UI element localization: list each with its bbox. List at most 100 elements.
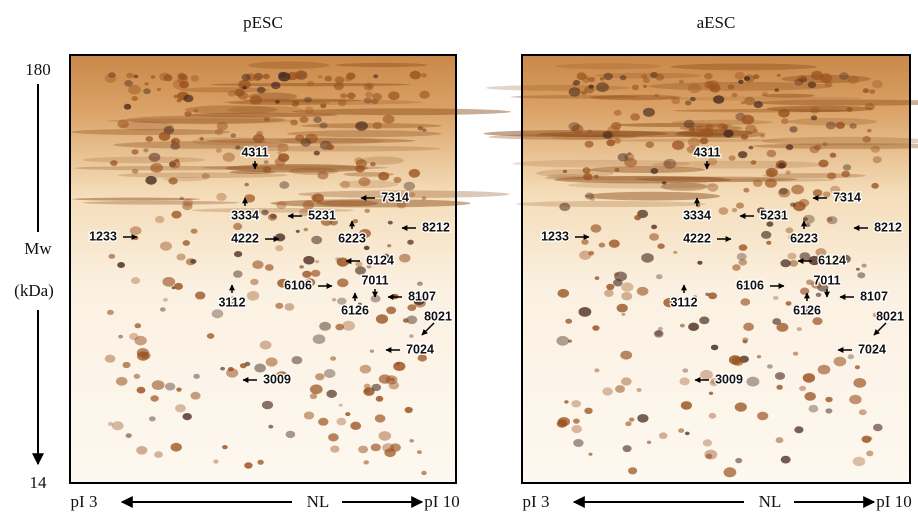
gel-spot — [419, 90, 430, 99]
gel-spot — [324, 75, 333, 82]
gel-spot — [275, 302, 284, 309]
gel-spot — [133, 373, 141, 379]
gel-spot — [378, 171, 390, 181]
gel-band — [227, 106, 305, 114]
gel-spot — [190, 391, 201, 400]
gel-spot — [765, 167, 778, 178]
gel-spot — [270, 213, 277, 219]
gel-spot — [399, 253, 411, 263]
gel-spot — [743, 322, 754, 331]
gel-spot — [723, 129, 734, 138]
gel-spot — [277, 278, 289, 288]
gel-spot — [708, 412, 717, 419]
gel-spot — [409, 334, 414, 338]
gel-spot — [581, 239, 589, 245]
gel-spot — [291, 356, 303, 365]
gel-spot — [171, 210, 182, 219]
spot-label: 1233 — [89, 229, 117, 243]
gel-spot — [170, 442, 182, 452]
gel-spot — [285, 430, 296, 439]
spot-label: 6223 — [338, 231, 366, 245]
gel-spot — [615, 385, 625, 393]
gel-spot — [778, 108, 790, 118]
gel-spot — [193, 108, 199, 113]
gel-spot — [409, 192, 416, 198]
gel-spot — [757, 411, 769, 421]
gel-spot — [796, 327, 802, 332]
gel-spot — [802, 217, 808, 222]
gel-band — [113, 141, 289, 149]
gel-band — [270, 199, 471, 208]
gel-band — [210, 83, 411, 87]
gel-spot — [584, 192, 595, 200]
gel-spot — [249, 95, 262, 105]
gel-spot — [657, 326, 663, 331]
spot-label: 8107 — [408, 289, 436, 303]
gel-spot — [363, 460, 370, 465]
gel-spot — [396, 201, 407, 209]
gel-spot — [742, 337, 749, 343]
spot-label: 3009 — [715, 372, 743, 386]
gel-spot — [740, 133, 749, 140]
gel-spot — [641, 74, 648, 79]
gel-spot — [562, 169, 568, 174]
gel-spot — [241, 73, 251, 81]
gel-spot — [108, 72, 116, 78]
gel-spot — [346, 92, 356, 100]
gel-spot — [753, 74, 760, 80]
gel-band — [606, 138, 787, 142]
gel-spot — [131, 168, 139, 174]
gel-spot — [333, 82, 344, 91]
gel-spot — [363, 97, 372, 104]
gel-spot — [406, 315, 418, 325]
gel-spot — [250, 278, 259, 286]
gel-spot — [584, 140, 594, 148]
gel-spot — [117, 119, 129, 129]
gel-spot — [199, 136, 204, 141]
gel-spot — [671, 97, 681, 105]
gel-spot — [590, 224, 602, 233]
gel-spot — [744, 96, 756, 106]
gel-spot — [686, 145, 697, 154]
gel-spot — [131, 96, 138, 101]
gel-spot — [278, 153, 290, 162]
gel-spot — [417, 281, 423, 286]
gel-spot — [772, 295, 779, 300]
gel-spot — [630, 113, 640, 121]
gel-spot — [766, 149, 777, 158]
gel-spot — [303, 411, 315, 420]
gel-spot — [738, 151, 748, 159]
gel-spot — [587, 129, 592, 134]
gel-spot — [303, 227, 309, 232]
gel-band — [279, 137, 385, 145]
x-center-label: NL — [759, 492, 782, 511]
gel-spot — [373, 74, 379, 79]
gel-spot — [642, 107, 655, 117]
gel-spot — [355, 121, 368, 131]
gel-spot — [573, 439, 584, 447]
gel-spot — [311, 235, 323, 245]
gel-spot — [873, 423, 883, 432]
gel-spot — [839, 254, 851, 264]
gel-spot — [872, 156, 882, 164]
gel-spot — [614, 138, 622, 144]
gel-spot — [264, 117, 270, 122]
gel-spot — [800, 77, 808, 83]
gel-spot — [603, 72, 613, 81]
gel-spot — [871, 182, 879, 189]
gel-spot — [628, 467, 638, 475]
gel-spot — [363, 82, 374, 91]
gel-spot — [812, 189, 823, 197]
gel-spot — [313, 150, 320, 156]
gel-spot — [104, 74, 117, 83]
gel-spot — [748, 145, 754, 150]
gel-spot — [802, 373, 816, 383]
gel-spot — [233, 270, 243, 278]
gel-spot — [584, 407, 593, 414]
gel-spot — [753, 100, 763, 109]
gel-spot — [869, 89, 876, 94]
gel-band — [753, 99, 918, 106]
gel-spot — [230, 133, 237, 138]
gel-spot — [355, 159, 367, 168]
gel-band — [760, 136, 918, 146]
